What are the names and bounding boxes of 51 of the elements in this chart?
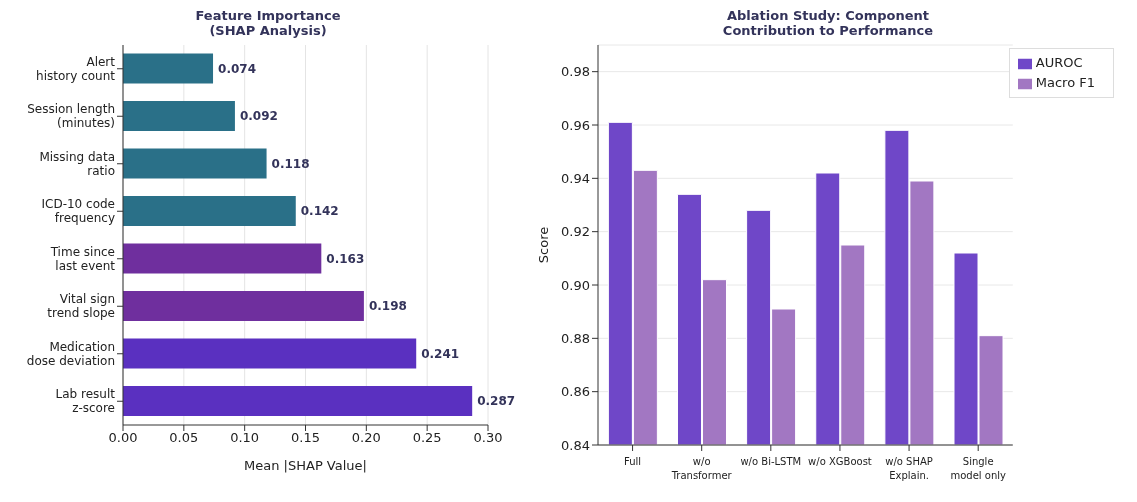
x-tick-label: 0.25 xyxy=(412,430,442,446)
y-tick-label: 0.88 xyxy=(561,330,590,346)
y-tick-label: Missing data ratio xyxy=(39,149,115,178)
y-tick-label: Alert history count xyxy=(36,54,116,83)
x-tick-label: 0.10 xyxy=(230,430,260,446)
data-label: 0.118 xyxy=(271,156,310,171)
x-tick-label: 0.00 xyxy=(108,430,138,446)
y-tick-label: Medication dose deviation xyxy=(26,339,115,368)
x-tick-label: Single model only xyxy=(950,456,1007,481)
legend-label: AUROC xyxy=(1035,55,1083,70)
bar xyxy=(123,291,364,322)
y-tick-label: 0.92 xyxy=(561,224,590,240)
x-axis-title: Mean |SHAP Value| xyxy=(244,458,367,473)
legend-label: Macro F1 xyxy=(1035,75,1095,90)
x-tick-label: 0.05 xyxy=(169,430,199,446)
y-tick-label: 0.98 xyxy=(561,64,590,80)
y-tick-label: Vital sign trend slope xyxy=(47,292,115,321)
bar xyxy=(123,196,296,227)
y-axis-title: Score xyxy=(535,226,551,264)
data-label: 0.142 xyxy=(300,204,339,219)
x-tick-label: w/o XGBoost xyxy=(808,456,872,467)
y-tick-label: 0.96 xyxy=(561,117,590,133)
data-label: 0.287 xyxy=(477,394,516,409)
y-tick-label: 0.90 xyxy=(561,277,590,293)
x-tick-label: 0.20 xyxy=(351,430,381,446)
x-tick-label: w/o Transformer xyxy=(670,456,733,481)
x-tick-label: 0.15 xyxy=(291,430,320,446)
x-tick-label: 0.30 xyxy=(473,430,503,446)
y-tick-label: Time since last event xyxy=(49,244,116,273)
bar xyxy=(123,338,417,369)
y-tick-label: 0.94 xyxy=(561,170,590,186)
data-label: 0.241 xyxy=(421,346,460,361)
bar xyxy=(123,148,267,179)
chart-title: Feature Importance (SHAP Analysis) xyxy=(194,8,342,40)
chart-title: Ablation Study: Component Contribution to Performance xyxy=(721,8,935,40)
data-label: 0.198 xyxy=(368,299,407,314)
data-label: 0.074 xyxy=(218,61,256,76)
bar xyxy=(123,101,235,132)
y-tick-label: 0.86 xyxy=(561,384,590,400)
y-tick-label: Lab result z-score xyxy=(55,387,116,416)
x-tick-label: Full xyxy=(624,456,642,467)
bar xyxy=(123,53,214,84)
bar xyxy=(123,386,473,417)
y-tick-label: ICD-10 code frequency xyxy=(41,197,115,226)
y-tick-label: Session length (minutes) xyxy=(27,102,115,131)
y-tick-label: 0.84 xyxy=(561,437,590,453)
data-label: 0.163 xyxy=(326,251,365,266)
x-tick-label: w/o Bi-LSTM xyxy=(740,456,802,467)
data-label: 0.092 xyxy=(239,109,278,124)
x-tick-label: w/o SHAP Explain. xyxy=(885,456,933,481)
bar xyxy=(123,243,322,274)
